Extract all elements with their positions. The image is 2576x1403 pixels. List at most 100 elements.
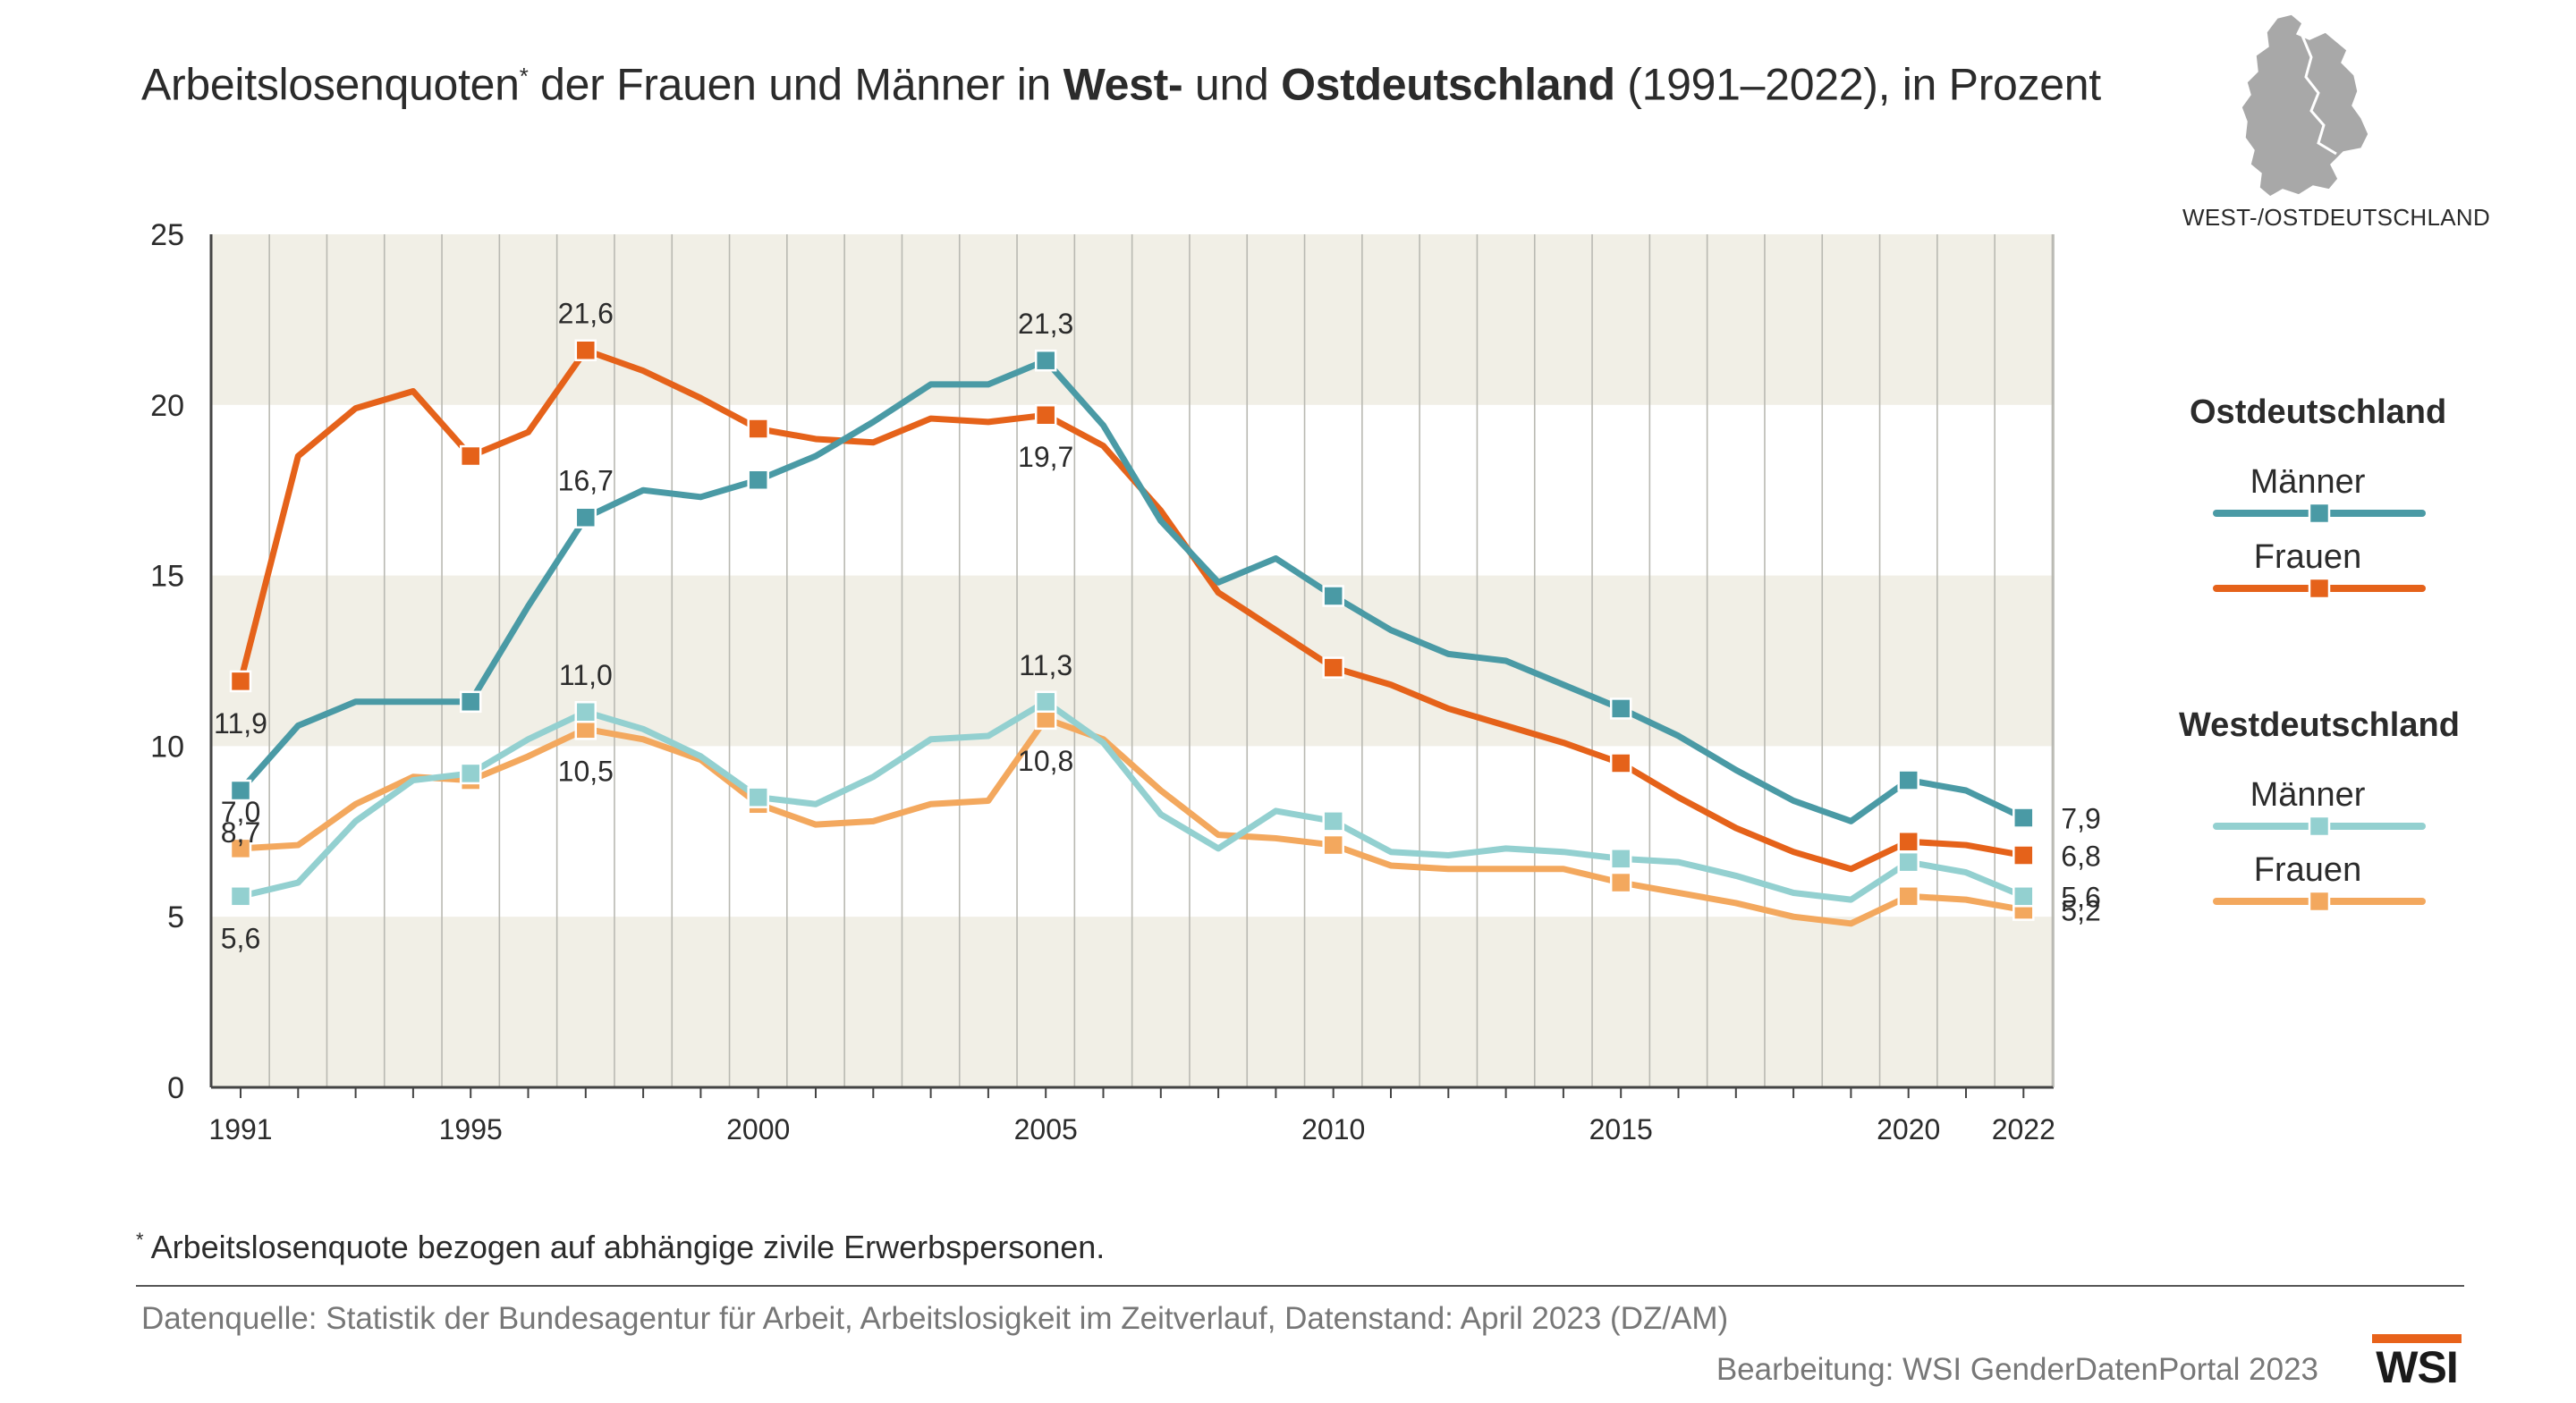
legend-marker-west_frauen — [2308, 890, 2331, 913]
title-footnote-mark: * — [519, 63, 529, 89]
marker-west_maenner — [459, 762, 482, 785]
marker-ost_maenner — [574, 506, 597, 528]
y-tick-label: 20 — [150, 389, 184, 423]
marker-west_maenner — [747, 786, 769, 808]
marker-west_maenner — [229, 885, 252, 908]
data-label: 16,7 — [558, 465, 614, 497]
series-line-west_frauen — [237, 715, 2027, 927]
x-tick-label: 2010 — [1301, 1113, 1365, 1145]
legend-marker-ost_maenner — [2308, 502, 2331, 525]
footer-divider — [136, 1285, 2464, 1287]
wsi-logo: WSI — [2372, 1334, 2462, 1392]
marker-ost_frauen — [1034, 403, 1057, 427]
marker-ost_frauen — [574, 339, 597, 361]
footnote-text: Arbeitslosenquote bezogen auf abhängige … — [143, 1229, 1106, 1265]
marker-west_maenner — [1897, 850, 1919, 874]
title-bold-ost: Ostdeutschland — [1281, 59, 1615, 110]
wsi-logo-text: WSI — [2376, 1342, 2458, 1392]
germany-map-icon — [2241, 13, 2369, 198]
legend-marker-ost_frauen — [2308, 577, 2331, 600]
marker-ost_maenner — [747, 469, 769, 492]
marker-west_maenner — [2012, 885, 2035, 908]
legend-label-west-maenner: Männer — [2250, 776, 2366, 814]
data-label: 11,0 — [559, 659, 613, 691]
y-tick-label: 25 — [150, 218, 184, 252]
data-label: 19,7 — [1018, 441, 1073, 473]
data-label: 6,8 — [2061, 841, 2100, 873]
legend-heading-ost: Ostdeutschland — [2190, 393, 2447, 431]
x-tick-label: 2020 — [1877, 1113, 1940, 1145]
x-tick-label: 2005 — [1014, 1113, 1078, 1145]
legend-label-ost-maenner: Männer — [2250, 463, 2366, 501]
title-text-2: der Frauen und Männer in — [528, 59, 1063, 110]
data-label: 7,0 — [221, 796, 260, 828]
marker-ost_maenner — [459, 690, 482, 714]
marker-ost_frauen — [229, 670, 252, 693]
marker-west_frauen — [1609, 871, 1632, 894]
data-label: 5,6 — [2061, 881, 2100, 913]
y-tick-label: 10 — [150, 730, 184, 764]
credit-line: Bearbeitung: WSI GenderDatenPortal 2023 — [1716, 1352, 2318, 1387]
marker-west_maenner — [1034, 690, 1057, 714]
y-tick-label: 15 — [150, 560, 184, 594]
y-axis-ticks: 0 5 10 15 20 25 — [150, 218, 184, 1105]
marker-west_maenner — [1322, 810, 1344, 833]
x-tick-label: 1995 — [439, 1113, 503, 1145]
chart-axes — [209, 234, 2055, 1089]
marker-ost_frauen — [1897, 830, 1919, 853]
y-tick-label: 0 — [167, 1071, 184, 1105]
wsi-logo-bar — [2372, 1334, 2462, 1343]
data-labels: 7,010,5 10,85,25,611,0 11,35,611,921,619,7… — [214, 298, 2101, 955]
legend-label-west-frauen: Frauen — [2253, 851, 2362, 889]
x-tick-label: 1991 — [208, 1113, 272, 1145]
marker-ost_frauen — [2012, 844, 2035, 866]
data-label: 21,3 — [1018, 308, 1073, 340]
vertical-gridlines — [268, 234, 2054, 1087]
series-line-west_maenner — [237, 698, 2027, 903]
marker-west_frauen — [1322, 833, 1344, 857]
title-text-3: und — [1182, 59, 1282, 110]
legend-heading-west: Westdeutschland — [2179, 706, 2460, 744]
data-label: 10,5 — [558, 755, 614, 787]
map-label: WEST-/OSTDEUTSCHLAND — [2182, 204, 2491, 231]
chart-title: Arbeitslosenquoten* der Frauen und Männe… — [141, 45, 2101, 116]
x-axis-ticks: 1991 1995 2000 2005 2010 2015 2020 2022 — [208, 1087, 2055, 1145]
marker-west_frauen — [229, 837, 252, 860]
marker-west_maenner — [574, 700, 597, 723]
marker-ost_frauen — [1609, 752, 1632, 774]
data-label: 11,9 — [214, 707, 267, 740]
title-text-4: (1991–2022), in Prozent — [1614, 59, 2101, 110]
marker-ost_maenner — [1897, 769, 1919, 791]
marker-ost_maenner — [229, 779, 252, 802]
data-label: 21,6 — [558, 298, 614, 330]
data-source: Datenquelle: Statistik der Bundesagentur… — [141, 1301, 1729, 1336]
legend-label-ost-frauen: Frauen — [2253, 538, 2362, 576]
marker-ost_frauen — [459, 444, 482, 468]
marker-ost_maenner — [1034, 349, 1057, 372]
title-bold-west: West- — [1063, 59, 1183, 110]
footnote-mark: * — [136, 1229, 144, 1251]
marker-ost_maenner — [1609, 697, 1632, 720]
data-label: 8,7 — [221, 816, 260, 849]
footnote: * Arbeitslosenquote bezogen auf abhängig… — [136, 1229, 1105, 1266]
data-label: 5,6 — [221, 922, 260, 954]
series-lines — [237, 347, 2027, 927]
title-text-1: Arbeitslosenquoten — [141, 59, 520, 110]
marker-west_frauen — [1897, 885, 1919, 908]
data-label: 7,9 — [2061, 803, 2100, 835]
legend-swatches — [2213, 502, 2426, 913]
marker-ost_maenner — [2012, 807, 2035, 829]
x-tick-label: 2015 — [1589, 1113, 1653, 1145]
x-tick-label: 2022 — [1992, 1113, 2055, 1145]
marker-ost_frauen — [747, 418, 769, 440]
series-markers — [229, 339, 2035, 921]
data-label: 5,2 — [2061, 895, 2100, 927]
marker-west_maenner — [1609, 848, 1632, 870]
x-tick-label: 2000 — [726, 1113, 790, 1145]
marker-ost_maenner — [1322, 585, 1344, 607]
data-label: 10,8 — [1018, 745, 1073, 777]
data-label: 11,3 — [1019, 649, 1072, 681]
marker-ost_frauen — [1322, 656, 1344, 679]
series-line-ost_maenner — [237, 357, 2027, 824]
